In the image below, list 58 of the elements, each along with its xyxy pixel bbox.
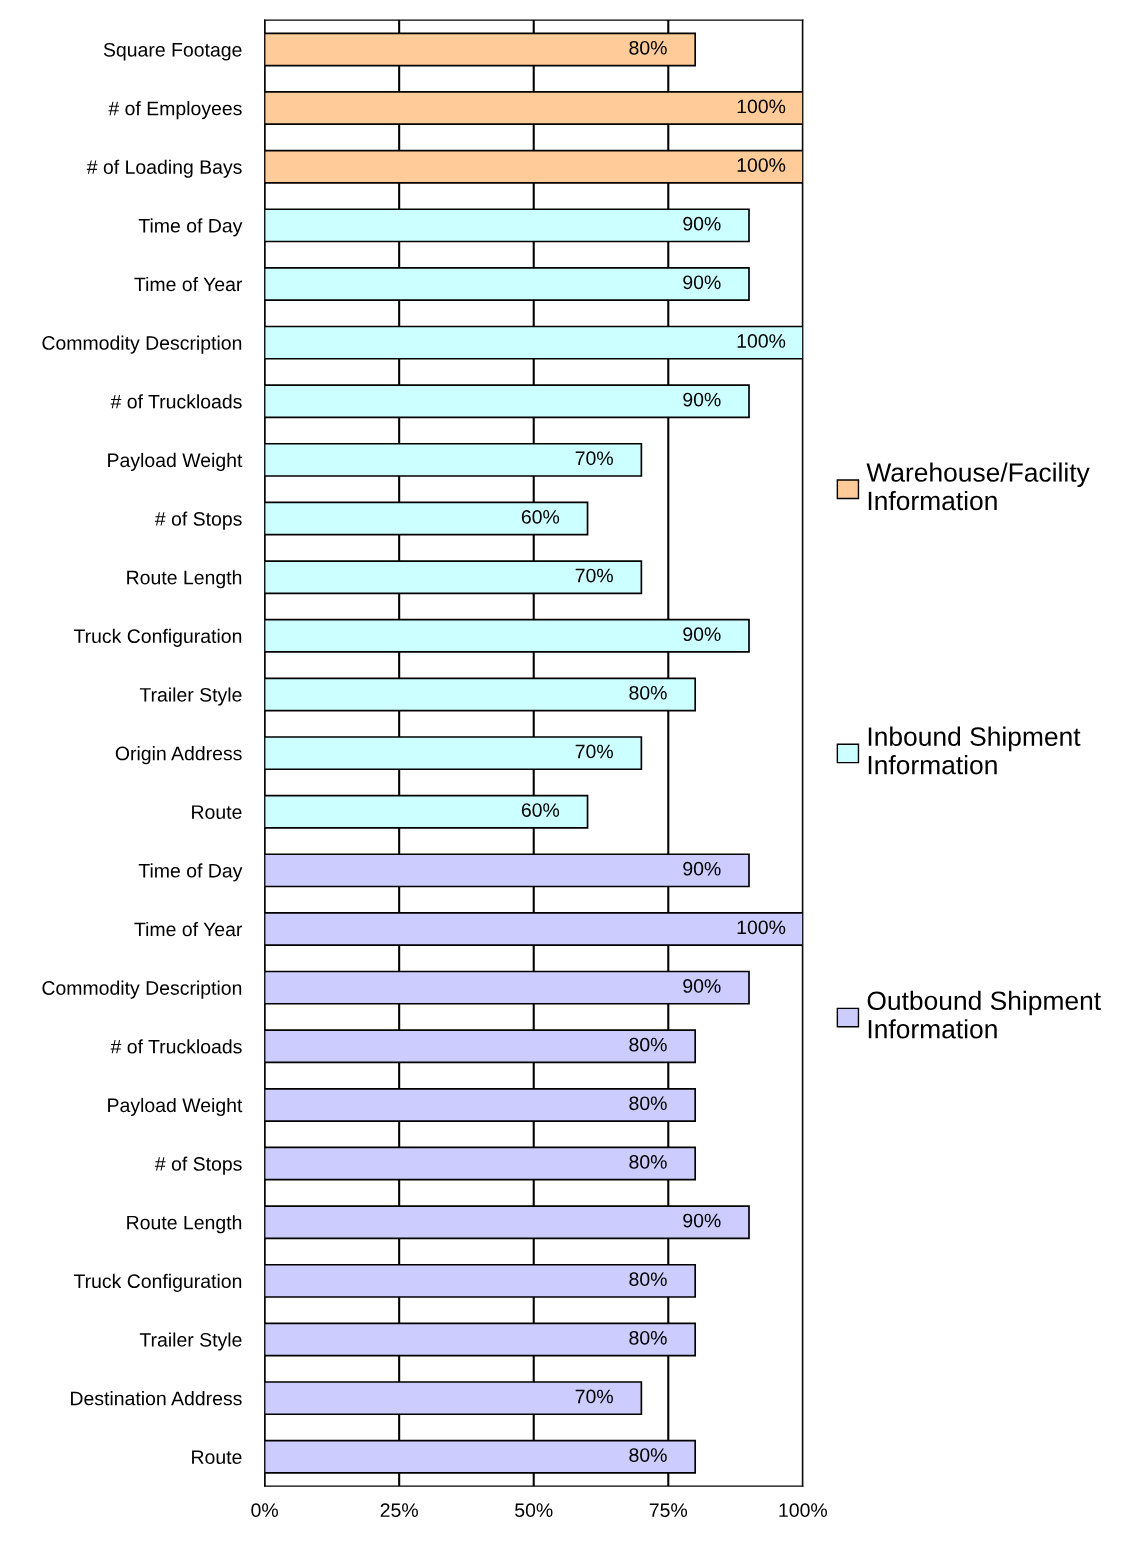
data-label: 80% bbox=[629, 1448, 667, 1462]
data-label: 90% bbox=[683, 275, 721, 290]
data-label: 100% bbox=[737, 920, 786, 935]
data-label: 60% bbox=[521, 510, 560, 524]
data-label: 70% bbox=[575, 744, 613, 759]
y-tick-label: Truck Configuration bbox=[73, 1273, 242, 1292]
data-label: 100% bbox=[737, 334, 786, 348]
x-tick-label: 25% bbox=[380, 1503, 418, 1518]
data-label: 90% bbox=[683, 1213, 721, 1228]
data-label: 80% bbox=[629, 685, 667, 700]
y-tick-label: Route Length bbox=[127, 570, 242, 589]
y-tick-label: Destination Address bbox=[71, 1391, 242, 1406]
x-tick-label: 100% bbox=[779, 1503, 828, 1518]
data-label: 80% bbox=[629, 1096, 667, 1111]
y-tick-label: # of Truckloads bbox=[110, 1039, 242, 1054]
data-label: 70% bbox=[575, 451, 613, 466]
y-tick-label: Time of Year bbox=[134, 921, 243, 937]
y-tick-label: Route bbox=[192, 805, 242, 819]
y-tick-label: Time of Year bbox=[134, 276, 243, 292]
data-label: 100% bbox=[737, 99, 786, 114]
x-tick-label: 75% bbox=[649, 1503, 688, 1518]
y-tick-label: # of Stops bbox=[154, 511, 242, 530]
data-label: 80% bbox=[629, 1272, 667, 1287]
y-tick-label: Origin Address bbox=[115, 746, 242, 765]
data-label: 60% bbox=[521, 803, 560, 817]
y-tick-label: Payload Weight bbox=[108, 452, 243, 471]
data-label: 90% bbox=[683, 627, 721, 642]
data-label: 80% bbox=[629, 1155, 667, 1169]
y-tick-label: Route bbox=[192, 1450, 242, 1464]
data-label: 90% bbox=[683, 216, 721, 231]
data-label: 70% bbox=[575, 1389, 613, 1404]
legend-label: Outbound Shipment Information bbox=[867, 990, 1101, 1039]
data-label: 80% bbox=[629, 1330, 667, 1345]
y-tick-label: # of Stops bbox=[154, 1156, 242, 1175]
y-tick-label: Truck Configuration bbox=[73, 628, 242, 647]
data-label: 90% bbox=[683, 979, 721, 993]
y-tick-label: # of Loading Bays bbox=[86, 159, 242, 178]
legend-label: Warehouse/Facility Information bbox=[866, 462, 1090, 511]
y-tick-label: Payload Weight bbox=[108, 1097, 243, 1117]
data-label: 80% bbox=[629, 1037, 667, 1052]
x-tick-label: 0% bbox=[251, 1503, 278, 1518]
data-label: 90% bbox=[683, 861, 721, 876]
y-tick-label: Trailer Style bbox=[139, 1332, 242, 1351]
data-label: 90% bbox=[683, 392, 721, 407]
x-tick-label: 50% bbox=[515, 1503, 553, 1518]
y-tick-label: # of Truckloads bbox=[110, 394, 242, 409]
y-tick-label: Time of Day bbox=[138, 863, 243, 882]
y-tick-label: Square Footage bbox=[103, 42, 242, 61]
data-label: 70% bbox=[575, 568, 613, 583]
data-label: 80% bbox=[629, 40, 667, 55]
y-tick-label: Commodity Description bbox=[42, 335, 242, 354]
y-tick-label: Route Length bbox=[127, 1215, 242, 1234]
y-tick-label: Commodity Description bbox=[42, 980, 242, 999]
y-tick-label: Trailer Style bbox=[139, 687, 242, 706]
y-tick-label: Time of Day bbox=[138, 218, 243, 237]
y-tick-label: # of Employees bbox=[108, 101, 242, 120]
data-label: 100% bbox=[737, 158, 786, 172]
legend-label: Inbound Shipment Information bbox=[868, 726, 1081, 775]
